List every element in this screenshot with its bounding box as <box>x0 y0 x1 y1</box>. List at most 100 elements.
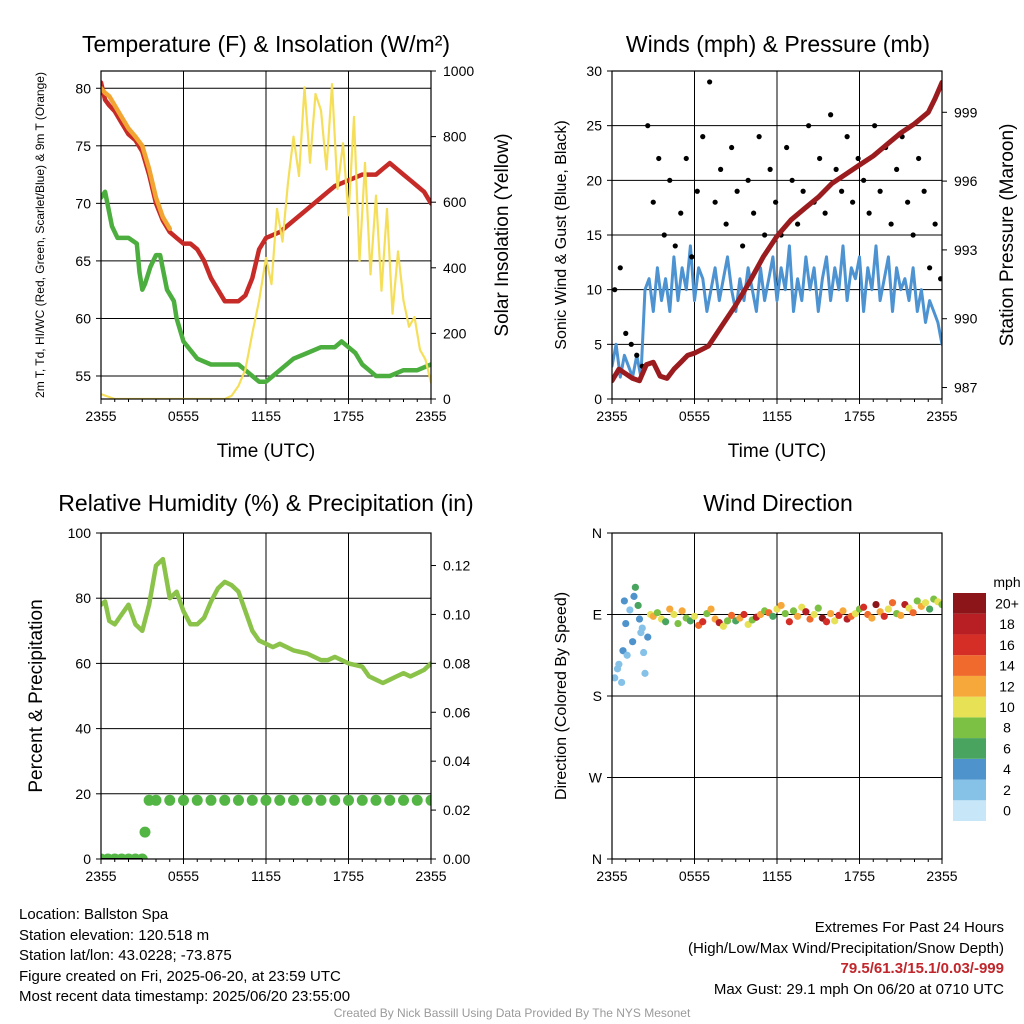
y2-tick-label: 400 <box>443 260 467 276</box>
gust-point <box>729 144 735 151</box>
precip-point <box>164 794 176 806</box>
gust-point <box>740 243 746 249</box>
colorbar-label: 4 <box>1003 761 1011 777</box>
direction-point <box>785 618 793 626</box>
y-axis-label: 2m T, Td, HI/WC (Red, Green, Scarlet/Blu… <box>33 72 47 398</box>
extremes-title: Extremes For Past 24 Hours <box>814 919 1004 936</box>
direction-point <box>740 610 748 619</box>
y-tick-label: 0 <box>594 391 602 407</box>
panel-title: Relative Humidity (%) & Precipitation (i… <box>58 490 473 516</box>
gust-point <box>800 188 806 194</box>
y2-tick-label: 800 <box>443 129 467 145</box>
y-tick-label: 20 <box>75 786 91 802</box>
panel-wind: 0 5 10 15 20 25 30 2355 0555 1155 1755 2355 987 990 99… <box>553 31 1018 462</box>
precip-point <box>301 794 313 806</box>
gust-point <box>617 265 623 271</box>
gust-point <box>767 166 773 172</box>
direction-point <box>699 618 707 626</box>
y2-axis-label: Station Pressure (Maroon) <box>997 124 1018 347</box>
direction-point <box>897 611 905 620</box>
gust-point <box>678 210 684 216</box>
colorbar-swatch <box>953 717 986 739</box>
gust-point <box>650 199 656 205</box>
colorbar-swatch <box>953 593 986 614</box>
gust-point <box>921 188 927 194</box>
gust-point <box>784 144 790 151</box>
y-tick-label: E <box>593 607 602 623</box>
direction-point <box>635 615 644 623</box>
y2-tick-label: 600 <box>443 194 467 210</box>
max-gust: Max Gust: 29.1 mph On 06/20 at 0710 UTC <box>713 980 1004 998</box>
direction-point <box>631 583 639 591</box>
direction-point <box>723 617 732 625</box>
y2-tick-label: 996 <box>954 173 978 189</box>
direction-point <box>839 607 847 615</box>
precip-point <box>136 853 148 859</box>
direction-point <box>613 665 622 673</box>
x-tick-label: 2355 <box>596 408 627 424</box>
gust-point <box>656 155 662 162</box>
direction-point <box>913 597 921 605</box>
colorbar-swatch <box>953 758 986 780</box>
direction-point <box>810 610 818 619</box>
y-tick-label: 80 <box>75 80 91 96</box>
y-tick-label: 65 <box>75 253 91 269</box>
x-tick-label: 1755 <box>844 868 875 884</box>
direction-point <box>872 600 880 609</box>
x-tick-label: 2355 <box>596 868 627 884</box>
gust-point <box>850 199 856 205</box>
gust-point <box>833 166 839 172</box>
data-layer-temp <box>101 80 431 399</box>
gust-point <box>817 155 823 162</box>
y-tick-label: 20 <box>586 172 602 188</box>
y2-tick-label: 0.02 <box>443 802 470 818</box>
gust-point <box>756 134 762 140</box>
y-axis-label: Sonic Wind & Gust (Blue, Black) <box>553 120 570 349</box>
y2-axis-label: Solar Insolation (Yellow) <box>492 133 513 336</box>
y-tick-label: 15 <box>586 227 602 243</box>
y-tick-label: 30 <box>586 63 602 79</box>
precip-point <box>150 794 162 806</box>
precip-point <box>288 794 299 806</box>
y2-tick-label: 0.04 <box>443 753 470 769</box>
precip-point <box>139 826 151 838</box>
y2-tick-label: 990 <box>954 311 978 327</box>
direction-point <box>926 605 934 613</box>
x-tick-label: 2355 <box>415 408 446 424</box>
direction-point <box>626 606 634 614</box>
speed-colorbar: mph 0 2 4 6 8 10 12 14 16 18 20+ <box>953 574 1021 821</box>
gust-point <box>916 155 922 162</box>
data-layer-wind <box>612 79 942 384</box>
station-info: Location: Ballston Spa Station elevation… <box>19 905 350 1008</box>
series-relative-humidity <box>101 556 431 686</box>
x-tick-label: 2355 <box>85 408 116 424</box>
plot-frame <box>100 70 432 400</box>
series-sonic-wind <box>612 244 942 379</box>
precip-point <box>205 794 217 806</box>
direction-point <box>938 600 942 609</box>
y-tick-label: 5 <box>594 336 602 352</box>
precip-point <box>411 794 423 806</box>
y-tick-label: 100 <box>68 525 92 541</box>
gust-point <box>872 123 878 129</box>
direction-point <box>653 609 661 617</box>
x-tick-label: 1155 <box>762 408 792 424</box>
station-elevation: Station elevation: 120.518 m <box>19 926 210 944</box>
direction-point <box>781 609 789 618</box>
x-tick-label: 1155 <box>251 868 281 884</box>
gust-point <box>855 155 861 162</box>
gust-point <box>683 155 689 162</box>
gust-point <box>661 232 667 238</box>
gust-point <box>689 254 695 260</box>
precip-point <box>274 794 286 806</box>
gust-point <box>932 221 938 227</box>
gust-point <box>806 123 812 129</box>
colorbar-label: 6 <box>1003 740 1011 756</box>
x-tick-label: 1755 <box>844 408 875 424</box>
data-layer-rh <box>101 556 431 859</box>
gust-point <box>612 287 618 293</box>
direction-point <box>769 612 777 620</box>
colorbar-label: 10 <box>999 699 1015 715</box>
